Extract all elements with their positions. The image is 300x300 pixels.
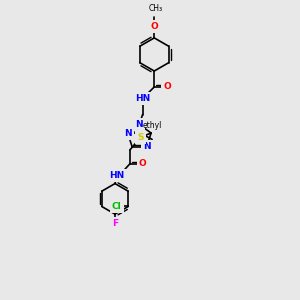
- Text: S: S: [137, 133, 144, 142]
- Text: N: N: [143, 142, 150, 151]
- Text: Cl: Cl: [112, 202, 122, 211]
- Text: O: O: [139, 159, 146, 168]
- Text: O: O: [163, 82, 171, 91]
- Text: HN: HN: [135, 94, 150, 103]
- Text: N: N: [136, 120, 143, 129]
- Text: N: N: [124, 128, 131, 137]
- Text: F: F: [112, 219, 118, 228]
- Text: ethyl: ethyl: [142, 121, 162, 130]
- Text: CH₃: CH₃: [148, 4, 162, 13]
- Text: O: O: [150, 22, 158, 31]
- Text: HN: HN: [110, 171, 125, 180]
